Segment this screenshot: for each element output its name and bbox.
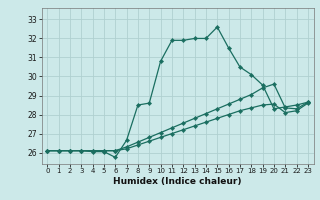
X-axis label: Humidex (Indice chaleur): Humidex (Indice chaleur) [113, 177, 242, 186]
